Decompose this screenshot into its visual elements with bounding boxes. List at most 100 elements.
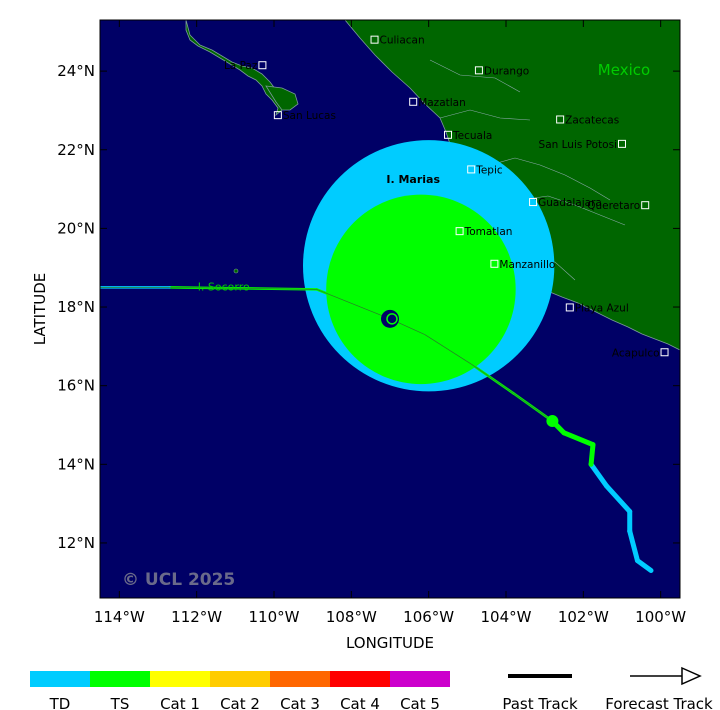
forecast-arrow-icon — [681, 666, 702, 686]
island-labels: I. Marias I. Socorro — [198, 173, 441, 293]
legend-swatch — [30, 671, 90, 687]
city-square-icon — [474, 66, 483, 75]
city-square-icon — [490, 259, 499, 268]
city-label: Playa Azul — [575, 302, 629, 314]
legend-swatch — [390, 671, 450, 687]
forecast-track-core — [424, 334, 472, 365]
city-marker: Guadalajara — [529, 197, 602, 209]
legend-forecast-track: Forecast Track — [605, 666, 713, 710]
lon-tick-label: 112°W — [171, 608, 222, 626]
city-label: Acapulco — [612, 347, 660, 359]
legend-swatch — [270, 671, 330, 687]
city-square-icon — [258, 61, 267, 70]
legend-category-label: Cat 5 — [400, 695, 440, 710]
legend-category-cat-3: Cat 3 — [270, 671, 330, 710]
plot-frame — [99, 19, 681, 599]
lat-tick-label: 20°N — [57, 219, 95, 237]
past-track-label: Past Track — [502, 695, 578, 710]
city-label: San Luis Potosi — [539, 139, 617, 151]
legend-swatch — [150, 671, 210, 687]
city-marker: Manzanillo — [490, 259, 555, 271]
legend-category-label: Cat 3 — [280, 695, 320, 710]
city-square-icon — [660, 348, 669, 357]
legend-category-ts: TS — [90, 671, 150, 710]
storm-center-ring — [386, 313, 398, 325]
city-square-icon — [273, 111, 282, 120]
city-square-icon — [641, 201, 650, 210]
forecast-track-core — [316, 289, 391, 320]
city-label: La Paz — [224, 60, 258, 72]
city-label: Mazatlan — [418, 97, 466, 109]
city-marker: Playa Azul — [565, 302, 629, 314]
storm-tracks — [100, 286, 654, 573]
lat-tick-label: 14°N — [57, 455, 95, 473]
city-marker: Acapulco — [612, 347, 669, 359]
legend-swatch — [210, 671, 270, 687]
legend-category-cat-4: Cat 4 — [330, 671, 390, 710]
forecast-track-label: Forecast Track — [605, 695, 713, 710]
city-marker: Mazatlan — [409, 97, 466, 109]
legend-category-td: TD — [30, 671, 90, 710]
city-label: Tomatlan — [464, 226, 513, 238]
legend-swatch — [330, 671, 390, 687]
lat-tick-label: 16°N — [57, 377, 95, 395]
wind-fields — [303, 140, 555, 392]
wind-field-ts — [326, 194, 516, 385]
map-plot-area: Culiacan La Paz Durango Mazatlan San Lucas Za… — [100, 20, 680, 598]
city-label: San Lucas — [283, 110, 336, 122]
city-label: Manzanillo — [499, 259, 555, 271]
lat-tick-label: 12°N — [57, 534, 95, 552]
city-label: Culiacan — [380, 35, 425, 47]
city-label: Tepic — [475, 164, 503, 176]
city-marker: La Paz — [224, 60, 267, 72]
city-square-icon — [370, 35, 379, 44]
past-track-segment — [588, 442, 596, 467]
lat-tick-label: 22°N — [57, 141, 95, 159]
legend-category-label: Cat 4 — [340, 695, 380, 710]
legend-category-label: Cat 1 — [160, 695, 200, 710]
city-square-icon — [618, 139, 626, 148]
x-axis-title: LONGITUDE — [346, 634, 434, 652]
city-square-icon — [467, 165, 476, 174]
legend-category-label: TS — [110, 695, 130, 710]
lon-tick-label: 114°W — [94, 608, 145, 626]
lon-tick-label: 100°W — [635, 608, 686, 626]
longitude-axis: 114°W 112°W 110°W 108°W 106°W 104°W 102°W 100°W — [94, 20, 686, 626]
city-marker: Tecuala — [444, 130, 492, 142]
country-label: Mexico — [598, 61, 650, 79]
city-label: Durango — [484, 65, 529, 77]
lat-tick-label: 24°N — [57, 62, 95, 80]
city-label: Guadalajara — [538, 197, 602, 209]
forecast-track-core — [169, 287, 317, 290]
past-track-segment — [634, 558, 654, 573]
legend-categories: TD TS Cat 1 Cat 2 Cat 3 Cat 4 Cat 5 — [30, 671, 450, 710]
legend-past-track: Past Track — [502, 674, 578, 710]
city-label: Zacatecas — [565, 114, 619, 126]
city-marker: San Lucas — [273, 110, 336, 122]
city-square-icon — [444, 130, 452, 139]
city-marker: Tepic — [467, 164, 503, 176]
legend-swatch — [90, 671, 150, 687]
past-track-segment — [561, 430, 596, 448]
y-axis-title: LATITUDE — [31, 273, 49, 346]
baja-tip — [265, 85, 299, 111]
past-track-segment — [588, 461, 610, 489]
past-track-segment — [604, 483, 633, 514]
city-marker: Queretaro — [587, 200, 650, 212]
legend-category-cat-5: Cat 5 — [390, 671, 450, 710]
city-marker: Culiacan — [370, 35, 425, 47]
city-square-icon — [409, 97, 418, 106]
island-label: I. Marias — [386, 173, 440, 186]
city-square-icon — [529, 198, 538, 207]
forecast-track-core — [471, 363, 514, 394]
city-label: Queretaro — [587, 200, 640, 212]
island-label: I. Socorro — [198, 281, 250, 294]
legend-category-label: TD — [49, 695, 71, 710]
last-observed-position — [546, 415, 559, 428]
latitude-axis: 24°N 22°N 20°N 18°N 16°N 14°N 12°N — [57, 62, 680, 552]
legend-category-cat-2: Cat 2 — [210, 671, 270, 710]
lon-tick-label: 104°W — [481, 608, 532, 626]
city-marker: San Luis Potosi — [539, 139, 626, 151]
lon-tick-label: 106°W — [403, 608, 454, 626]
forecast-track-core — [513, 393, 553, 422]
